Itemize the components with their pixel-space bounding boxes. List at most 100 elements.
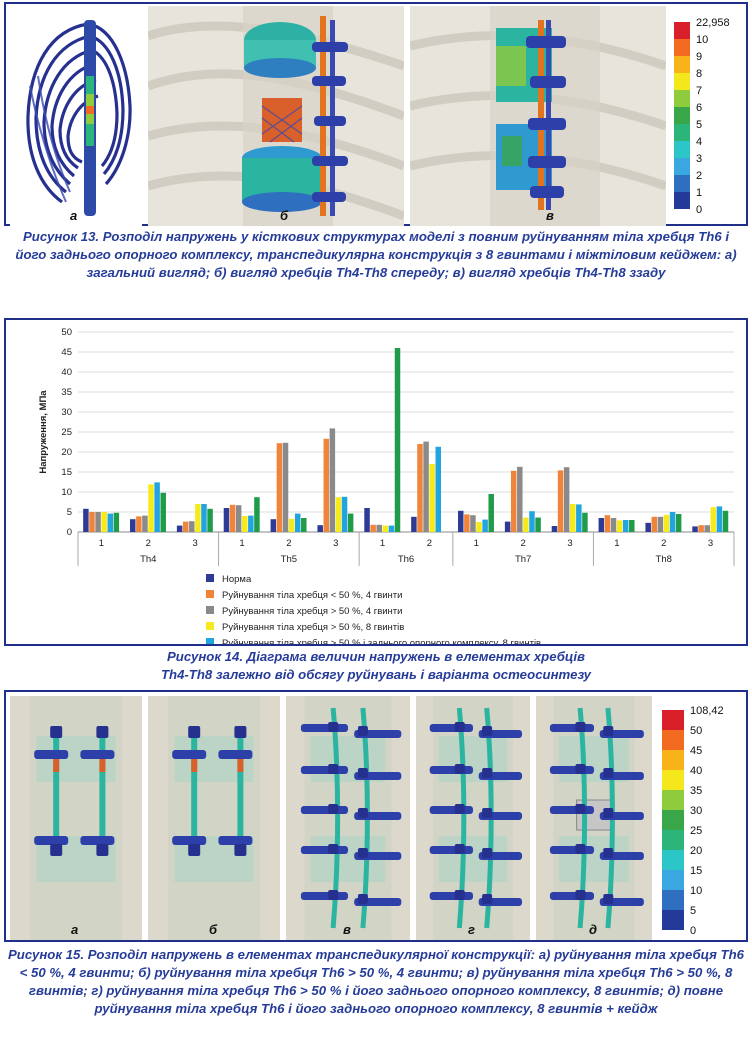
bar-Th4-2-s0 (130, 519, 136, 532)
bar-Th4-3-s0 (176, 525, 183, 532)
bar-Th5-3-s1 (323, 438, 330, 532)
legend-swatch-0 (206, 574, 214, 582)
bar-Th7-2-s2 (517, 466, 523, 532)
x-tick-Th4-1: 1 (99, 538, 104, 549)
bar-Th7-2-s0 (504, 521, 511, 532)
x-tick-Th4-2: 2 (146, 538, 151, 549)
bar-Th7-2-s4 (529, 511, 535, 532)
bar-Th7-1-s1 (464, 514, 470, 532)
bar-Th6-2-s2 (423, 441, 429, 532)
bar-Th6-1-s5 (394, 348, 401, 532)
bar-Th5-1-s0 (223, 508, 230, 532)
bar-Th5-2-s0 (270, 519, 277, 532)
bar-Th4-3-s4 (201, 504, 207, 532)
x-tick-Th4-3: 3 (192, 538, 197, 549)
fig15-legend-label-0: 108,42 (690, 706, 724, 717)
bar-Th6-1-s1 (370, 524, 376, 532)
construct-image-0 (29, 696, 123, 940)
fig13-label-b: б (280, 208, 289, 223)
bar-Th8-3-s2 (704, 525, 710, 532)
bar-Th7-1-s2 (470, 515, 476, 532)
fig13-legend-label-1: 10 (696, 34, 708, 46)
fig13-legend-swatch-8 (674, 158, 690, 175)
bar-Th8-3-s3 (710, 507, 717, 532)
bar-Th5-1-s4 (248, 515, 254, 532)
bar-Th8-1-s5 (629, 520, 635, 532)
figure-14-caption: Рисунок 14. Діаграма величин напружень в… (160, 649, 592, 682)
fig13-panel-a: а (10, 6, 142, 226)
bar-Th8-3-s4 (716, 506, 723, 532)
y-tick-label-6: 30 (61, 407, 72, 418)
bar-Th5-1-s1 (229, 504, 236, 532)
bar-Th7-2-s1 (510, 470, 517, 532)
fig15-legend-swatch-7 (662, 850, 684, 870)
bar-Th7-3-s3 (570, 504, 576, 532)
figure-13: а (4, 2, 748, 226)
legend-label-1: Руйнування тіла хребця < 50 %, 4 гвинти (222, 590, 402, 601)
fig13-legend-label-3: 8 (696, 68, 702, 80)
fig15-legend-swatch-4 (662, 790, 684, 810)
bar-Th6-1-s0 (364, 508, 370, 532)
y-tick-label-5: 25 (61, 427, 72, 438)
bar-Th5-1-s3 (242, 516, 248, 532)
fig15-panel-4: д (536, 696, 652, 940)
fig13-legend-swatch-3 (674, 73, 690, 90)
bar-Th4-1-s0 (83, 508, 89, 532)
group-label-Th5: Th5 (281, 554, 297, 565)
fig15-legend-swatch-1 (662, 730, 684, 750)
ribcage-image (26, 20, 132, 216)
bar-Th8-2-s2 (657, 516, 664, 532)
fig15-panel-3: г (416, 696, 530, 940)
fig15-legend-swatch-2 (662, 750, 684, 770)
bar-Th4-1-s3 (101, 512, 107, 532)
construct-image-1 (167, 696, 261, 940)
bar-Th5-3-s5 (347, 513, 354, 532)
fig13-legend-label-11: 0 (696, 204, 702, 216)
fig15-legend-swatch-8 (662, 870, 684, 890)
legend-swatch-1 (206, 590, 214, 598)
fig13-legend-swatch-2 (674, 56, 690, 73)
legend-label-0: Норма (222, 574, 252, 585)
bar-Th4-2-s3 (148, 484, 154, 532)
construct-image-2 (300, 696, 402, 940)
bar-Th8-3-s0 (692, 526, 698, 532)
fig15-legend-swatch-5 (662, 810, 684, 830)
x-tick-Th6-2: 2 (427, 538, 432, 549)
bar-Th4-2-s4 (154, 482, 160, 532)
fig13-legend-label-4: 7 (696, 85, 702, 97)
bar-Th6-2-s3 (429, 464, 435, 532)
bar-Th5-2-s5 (301, 518, 307, 532)
fig13-legend-label-0: 22,958 (696, 18, 730, 29)
fig15-label-0: а (71, 922, 79, 937)
y-tick-label-3: 15 (61, 467, 72, 478)
bar-Th8-3-s1 (698, 525, 704, 532)
y-tick-label-4: 20 (61, 447, 72, 458)
group-label-Th4: Th4 (140, 554, 156, 565)
bar-Th8-1-s3 (616, 520, 623, 532)
construct-image-3 (429, 696, 523, 940)
bar-Th4-3-s2 (189, 521, 195, 532)
fig15-legend-label-1: 50 (690, 725, 702, 737)
bar-Th5-2-s1 (276, 443, 283, 532)
fig13-legend-label-6: 5 (696, 119, 702, 131)
bar-Th7-1-s5 (488, 494, 494, 532)
fig13-panel-c: в (410, 6, 666, 226)
y-tick-label-0: 0 (67, 527, 72, 538)
fig15-label-2: в (343, 922, 351, 937)
fig15-legend-swatch-9 (662, 890, 684, 910)
fig13-legend-label-9: 2 (696, 170, 702, 182)
bar-Th4-1-s1 (89, 512, 95, 532)
fig13-label-a: а (70, 208, 78, 223)
fig15-legend-swatch-3 (662, 770, 684, 790)
fig13-legend-swatch-4 (674, 90, 690, 107)
fig15-legend-swatch-10 (662, 910, 684, 930)
fig15-legend-label-2: 45 (690, 745, 702, 757)
bar-Th8-2-s1 (651, 516, 658, 532)
spine-front-image (148, 6, 404, 226)
fig15-legend-label-5: 30 (690, 805, 702, 817)
figure-14: 0 5 10 15 20 25 30 35 40 45 50 Напруження, МПа 1 2 3 Th… (4, 318, 748, 665)
bar-Th4-1-s4 (107, 513, 114, 532)
fig13-legend-swatch-0 (674, 22, 690, 39)
spine-back-image (410, 6, 666, 226)
